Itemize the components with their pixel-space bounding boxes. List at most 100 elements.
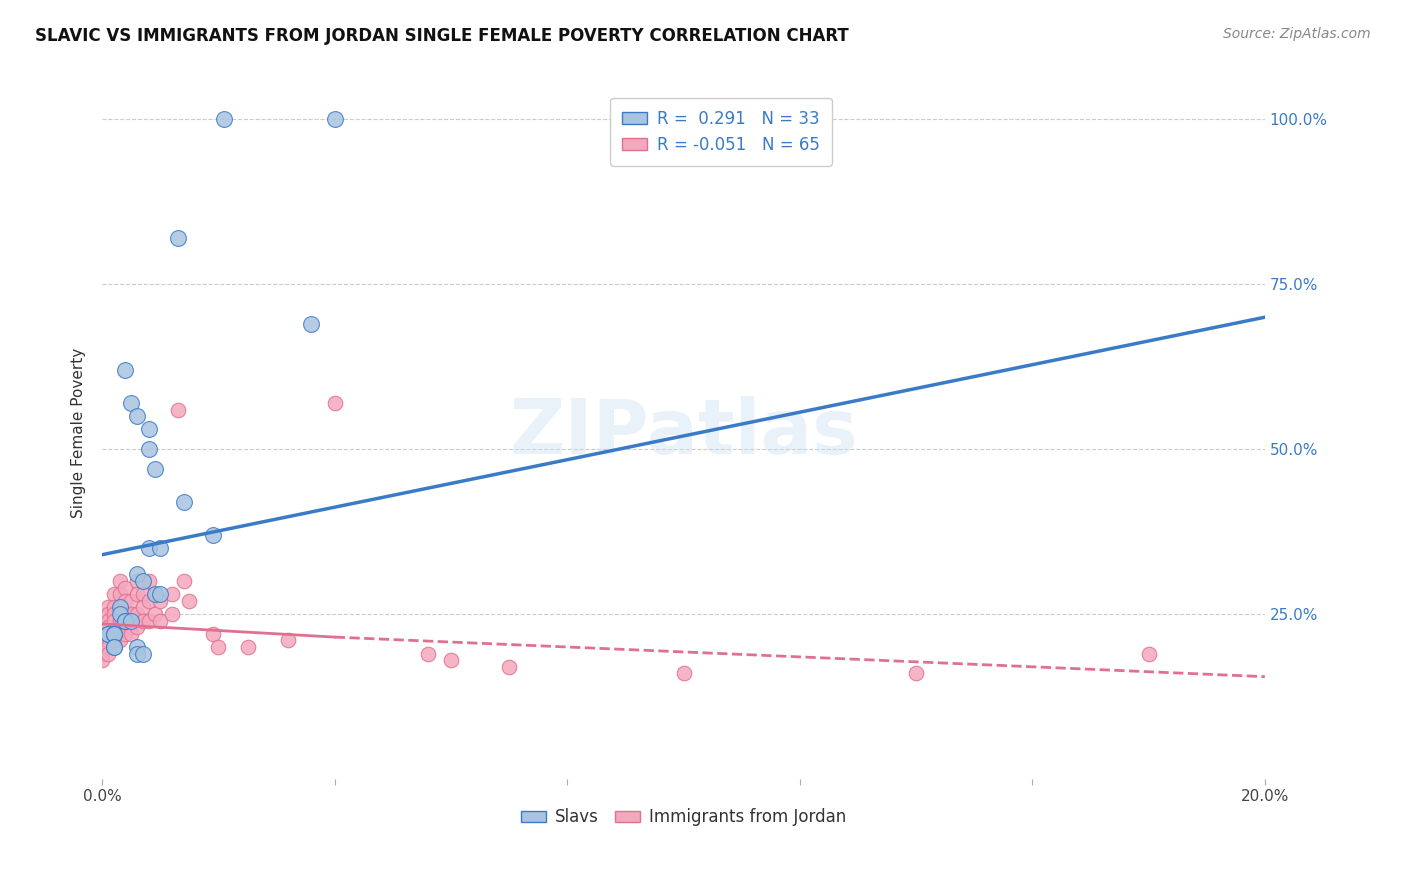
Point (143, 607, 166, 621)
Point (108, 614, 131, 628)
Point (149, 594, 172, 608)
Point (97, 627, 120, 641)
Point (149, 587, 172, 601)
Point (214, 112, 236, 127)
Point (132, 600, 155, 615)
Point (179, 594, 201, 608)
Point (143, 587, 166, 601)
Point (114, 614, 136, 628)
Point (160, 607, 183, 621)
Point (91, 633, 114, 648)
Point (1137, 647, 1160, 661)
Point (97, 633, 120, 648)
Point (108, 587, 131, 601)
Point (201, 528, 224, 542)
Point (173, 574, 195, 588)
Point (108, 633, 131, 648)
Point (103, 640, 125, 654)
Text: ZIPatlas: ZIPatlas (509, 396, 858, 470)
Point (127, 574, 149, 588)
Point (132, 574, 155, 588)
Point (103, 600, 125, 615)
Point (120, 627, 142, 641)
Point (103, 607, 125, 621)
Point (97, 607, 120, 621)
Point (103, 640, 125, 654)
Point (138, 541, 160, 555)
Point (114, 607, 136, 621)
Point (127, 640, 149, 654)
Point (103, 627, 125, 641)
Point (91, 627, 114, 641)
Legend: Slavs, Immigrants from Jordan: Slavs, Immigrants from Jordan (515, 802, 852, 833)
Point (91, 640, 114, 654)
Point (207, 640, 229, 654)
Point (114, 620, 136, 634)
Point (108, 600, 131, 615)
Point (103, 627, 125, 641)
Point (97, 614, 120, 628)
Point (97, 640, 120, 654)
Point (120, 620, 142, 634)
Point (301, 317, 323, 331)
Point (277, 633, 299, 648)
Point (160, 587, 183, 601)
Point (120, 396, 142, 410)
Point (132, 587, 155, 601)
Point (138, 422, 160, 436)
Point (138, 594, 160, 608)
Y-axis label: Single Female Poverty: Single Female Poverty (72, 348, 86, 517)
Point (440, 653, 463, 667)
Point (323, 396, 346, 410)
Point (905, 666, 928, 681)
Point (201, 627, 224, 641)
Point (114, 594, 136, 608)
Point (114, 363, 136, 377)
Point (108, 600, 131, 615)
Point (108, 574, 131, 588)
Point (97, 627, 120, 641)
Point (132, 647, 155, 661)
Point (91, 653, 114, 667)
Point (103, 627, 125, 641)
Point (127, 620, 149, 634)
Point (97, 627, 120, 641)
Point (127, 647, 149, 661)
Point (166, 402, 188, 417)
Point (114, 614, 136, 628)
Point (127, 409, 149, 424)
Point (103, 614, 125, 628)
Point (323, 112, 346, 127)
Point (149, 541, 172, 555)
Point (498, 660, 520, 674)
Point (114, 627, 136, 641)
Point (91, 647, 114, 661)
Point (173, 495, 195, 509)
Point (120, 614, 142, 628)
Point (132, 614, 155, 628)
Point (97, 600, 120, 615)
Point (103, 587, 125, 601)
Point (120, 607, 142, 621)
Point (108, 607, 131, 621)
Text: SLAVIC VS IMMIGRANTS FROM JORDAN SINGLE FEMALE POVERTY CORRELATION CHART: SLAVIC VS IMMIGRANTS FROM JORDAN SINGLE … (35, 27, 849, 45)
Point (149, 614, 172, 628)
Point (127, 587, 149, 601)
Point (97, 647, 120, 661)
Point (143, 587, 166, 601)
Point (138, 614, 160, 628)
Point (114, 581, 136, 595)
Point (138, 574, 160, 588)
Point (672, 666, 695, 681)
Point (127, 607, 149, 621)
Text: Source: ZipAtlas.com: Source: ZipAtlas.com (1223, 27, 1371, 41)
Point (138, 442, 160, 457)
Point (108, 620, 131, 634)
Point (236, 640, 259, 654)
Point (166, 231, 188, 245)
Point (127, 567, 149, 582)
Point (103, 627, 125, 641)
Point (416, 647, 439, 661)
Point (103, 633, 125, 648)
Point (97, 620, 120, 634)
